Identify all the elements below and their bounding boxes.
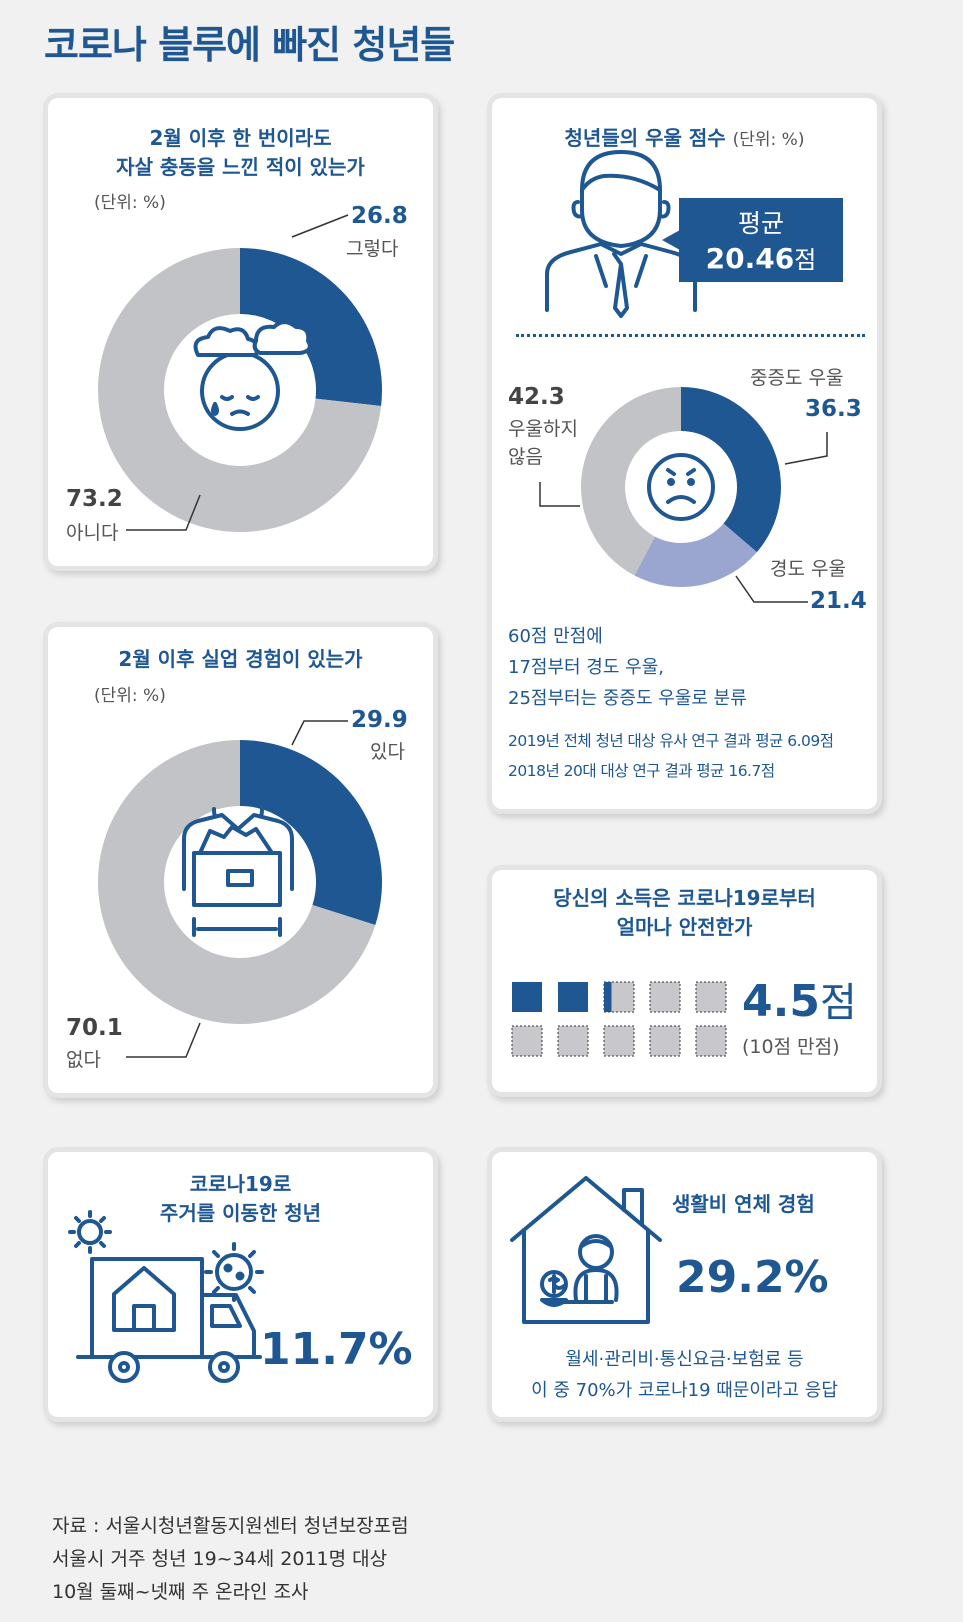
- moving-truck-icon: [68, 1210, 264, 1383]
- arrears-note-line2: 이 중 70%가 코로나19 때문이라고 응답: [531, 1380, 838, 1401]
- unemployment-yes-label: 있다: [370, 741, 405, 763]
- average-callout: 평균 20.46점: [679, 198, 843, 282]
- income-score-value: 4.5: [742, 976, 820, 1027]
- depression-donut-chart: [539, 387, 828, 603]
- depression-card: 청년들의 우울 점수 (단위: %) 평균 20.46점 중증도 우울 36.3…: [492, 98, 877, 809]
- note-line1: 60점 만점에: [508, 626, 603, 647]
- donut-slice-그렇다: [240, 248, 382, 407]
- unemployment-title: 2월 이후 실업 경험이 있는가: [118, 647, 363, 671]
- income-score-boxes: [511, 981, 727, 1057]
- unemployment-no-label: 없다: [66, 1049, 101, 1071]
- average-unit: 점: [794, 246, 817, 274]
- dotted-divider: [516, 334, 865, 337]
- suicide-yes-value: 26.8: [351, 203, 408, 229]
- income-title-line2: 얼마나 안전한가: [616, 915, 753, 939]
- none-label-line1: 우울하지: [508, 418, 578, 440]
- moved-title-line1: 코로나19로: [189, 1172, 292, 1196]
- suicide-card: 2월 이후 한 번이라도 자살 충동을 느낀 적이 있는가 (단위: %) 26…: [48, 98, 433, 566]
- mild-value: 21.4: [810, 588, 867, 614]
- note-line4: 2019년 전체 청년 대상 유사 연구 결과 평균 6.09점: [508, 732, 834, 750]
- suicide-unit: (단위: %): [94, 193, 166, 213]
- unemployment-card: 2월 이후 실업 경험이 있는가 (단위: %) 29.9 있다 70.1 없다: [48, 627, 433, 1093]
- unemployment-donut-chart: [97, 720, 382, 1058]
- depression-criteria-note: 60점 만점에 17점부터 경도 우울, 25점부터는 중증도 우울로 분류: [508, 621, 747, 714]
- arrears-title: 생활비 연체 경험: [672, 1192, 815, 1216]
- score-box-empty: [557, 1025, 589, 1057]
- income-full-score: (10점 만점): [742, 1036, 840, 1058]
- note-line5: 2018년 20대 대상 연구 결과 평균 16.7점: [508, 762, 775, 780]
- score-box-empty: [695, 1025, 727, 1057]
- moved-card: 코로나19로 주거를 이동한 청년 11.7%: [48, 1152, 433, 1417]
- depression-title-row: 청년들의 우울 점수 (단위: %): [492, 124, 877, 155]
- depression-reference-note: 2019년 전체 청년 대상 유사 연구 결과 평균 6.09점 2018년 2…: [508, 726, 834, 786]
- score-box-empty: [649, 1025, 681, 1057]
- source-line2: 서울시 거주 청년 19~34세 2011명 대상: [52, 1548, 388, 1570]
- house-person-icon: [510, 1176, 662, 1324]
- score-box-filled: [649, 981, 681, 1013]
- none-label-line2: 않음: [508, 446, 543, 468]
- none-value: 42.3: [508, 384, 565, 410]
- sad-face-icon: [647, 453, 715, 521]
- unemployment-no-value: 70.1: [66, 1015, 123, 1041]
- severe-value: 36.3: [805, 396, 862, 422]
- score-box-partial-fill: [604, 982, 612, 1012]
- donut-slice-경도 우울: [634, 523, 757, 587]
- suicide-donut-chart: [97, 214, 382, 532]
- donut-slice-아니다: [97, 248, 382, 532]
- suicide-title-line1: 2월 이후 한 번이라도: [149, 126, 332, 150]
- income-card: 당신의 소득은 코로나19로부터 얼마나 안전한가 4.5점 (10점 만점): [492, 870, 877, 1092]
- suicide-no-value: 73.2: [66, 486, 123, 512]
- person-avatar-icon: [545, 150, 697, 318]
- suicide-yes-label: 그렇다: [346, 238, 399, 260]
- donut-slice-있다: [240, 740, 382, 926]
- unemployment-unit: (단위: %): [94, 686, 166, 706]
- income-title-line1: 당신의 소득은 코로나19로부터: [553, 886, 816, 910]
- average-value-row: 20.46점: [679, 240, 843, 275]
- score-box-filled: [695, 981, 727, 1013]
- income-score: 4.5점: [742, 970, 857, 1028]
- person-holding-box-icon: [182, 807, 294, 937]
- score-box-empty: [511, 1025, 543, 1057]
- unemployment-yes-value: 29.9: [351, 707, 408, 733]
- severe-label: 중증도 우울: [750, 367, 844, 389]
- income-score-unit: 점: [819, 980, 857, 1026]
- source-line1: 자료 : 서울시청년활동지원센터 청년보장포럼: [52, 1515, 409, 1537]
- page-title: 코로나 블루에 빠진 청년들: [44, 23, 455, 67]
- score-box-filled: [558, 982, 588, 1012]
- arrears-note: 월세·관리비·통신요금·보험료 등 이 중 70%가 코로나19 때문이라고 응…: [492, 1344, 877, 1406]
- sad-face-clouds-icon: [193, 320, 312, 431]
- depression-title: 청년들의 우울 점수: [564, 126, 726, 150]
- note-line2: 17점부터 경도 우울,: [508, 657, 664, 678]
- callout-pointer: [662, 230, 680, 250]
- source-line3: 10월 둘째~넷째 주 온라인 조사: [52, 1581, 309, 1603]
- arrears-value: 29.2%: [676, 1252, 829, 1303]
- note-line3: 25점부터는 중증도 우울로 분류: [508, 688, 747, 709]
- average-label: 평균: [737, 209, 784, 238]
- average-value: 20.46: [705, 242, 795, 275]
- source-note: 자료 : 서울시청년활동지원센터 청년보장포럼 서울시 거주 청년 19~34세…: [52, 1510, 409, 1609]
- score-box-empty: [603, 1025, 635, 1057]
- arrears-card: 생활비 연체 경험 29.2% 월세·관리비·통신요금·보험료 등 이 중 70…: [492, 1152, 877, 1417]
- donut-slice-우울하지 않음: [580, 387, 681, 576]
- mild-label: 경도 우울: [770, 558, 846, 580]
- arrears-note-line1: 월세·관리비·통신요금·보험료 등: [565, 1349, 804, 1370]
- score-box-filled: [512, 982, 542, 1012]
- depression-unit: (단위: %): [732, 130, 805, 150]
- donut-slice-중증도 우울: [681, 387, 781, 553]
- moved-title-line2: 주거를 이동한 청년: [159, 1201, 322, 1225]
- moved-value: 11.7%: [260, 1324, 413, 1375]
- donut-slice-없다: [97, 740, 376, 1024]
- suicide-title-line2: 자살 충동을 느낀 적이 있는가: [116, 155, 365, 179]
- suicide-no-label: 아니다: [66, 522, 119, 544]
